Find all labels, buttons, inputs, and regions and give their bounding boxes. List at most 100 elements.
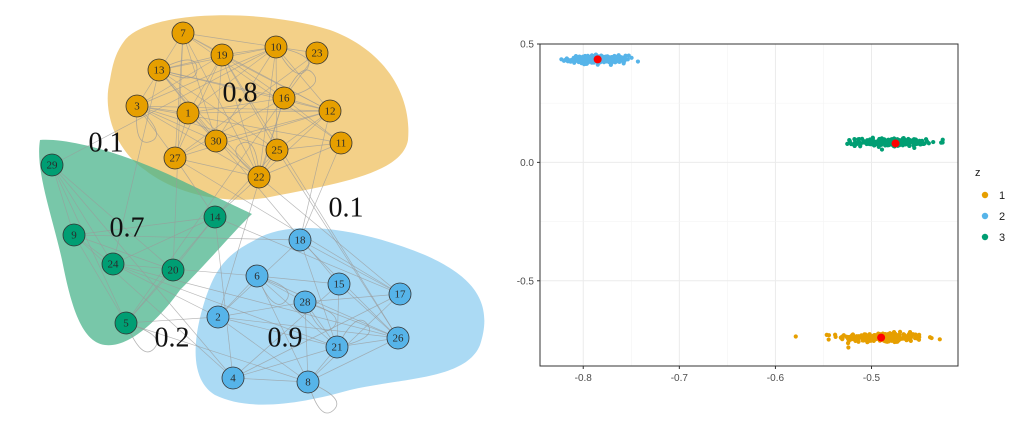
self-loop: [158, 59, 198, 79]
network-edge: [299, 239, 401, 295]
node-label: 29: [47, 160, 59, 172]
network-edge: [187, 97, 285, 114]
node-label: 20: [168, 265, 180, 277]
network-edge: [136, 105, 217, 142]
scatter-point: [926, 141, 931, 146]
node-circle: [125, 94, 149, 118]
network-edge: [217, 301, 306, 318]
network-edge: [299, 110, 331, 241]
y-tick-label: 0.0: [520, 158, 534, 169]
legend-label-1: 1: [999, 190, 1005, 202]
scatter-point: [931, 139, 936, 145]
network-edge: [112, 263, 258, 277]
node-3: 3: [125, 94, 149, 118]
scatter-point: [595, 62, 600, 67]
x-tick-label: -0.8: [575, 373, 593, 384]
node-circle: [161, 258, 185, 282]
scatter-point: [635, 59, 641, 64]
node-circle: [40, 153, 64, 177]
node-circle: [62, 223, 86, 247]
scatter-point: [909, 140, 915, 145]
scatter-point: [916, 337, 922, 342]
network-edge: [136, 105, 278, 151]
scatter-point: [879, 147, 885, 152]
scatter-point: [852, 143, 857, 149]
scatter-panel: -0.8 -0.7 -0.6 -0.5 -0.5 0.0 0.5 z 1 2 3: [517, 40, 1005, 385]
scatter-point: [852, 137, 857, 142]
node-11: 11: [329, 131, 353, 155]
scatter-point: [876, 144, 881, 150]
network-edge: [112, 69, 160, 265]
node-24: 24: [101, 252, 125, 276]
scatter-point: [907, 329, 913, 335]
x-axis: -0.8 -0.7 -0.6 -0.5: [575, 366, 881, 384]
node-label: 2: [215, 312, 221, 324]
scatter-point: [871, 338, 876, 343]
network-edge: [275, 46, 331, 112]
network-edge: [283, 97, 342, 144]
node-circle: [163, 146, 187, 170]
node-circle: [176, 101, 200, 125]
between-label-2-3: 0.2: [155, 323, 190, 354]
node-circle: [114, 311, 138, 335]
network-edge: [258, 110, 331, 178]
scatter-point: [565, 59, 570, 64]
scatter-point: [888, 140, 893, 145]
scatter-point: [873, 333, 878, 338]
self-loop: [256, 275, 289, 305]
node-18: 18: [288, 228, 312, 252]
node-29: 29: [40, 153, 64, 177]
network-edge: [136, 54, 223, 107]
network-edge: [174, 157, 401, 295]
node-label: 23: [312, 48, 324, 60]
network-edge: [307, 293, 401, 383]
scatter-point: [908, 338, 913, 344]
scatter-point: [840, 336, 845, 342]
scatter-point: [867, 139, 873, 144]
network-edge: [73, 216, 216, 236]
network-edge: [73, 234, 174, 271]
node-circle: [210, 43, 234, 67]
plot-border: [539, 43, 959, 367]
scatter-point: [914, 140, 919, 145]
node-label: 22: [254, 172, 265, 184]
node-13: 13: [147, 58, 171, 82]
node-4: 4: [221, 366, 245, 390]
scatter-point: [848, 141, 853, 146]
node-circle: [247, 165, 271, 189]
network-edge: [51, 164, 174, 271]
node-circle: [171, 21, 195, 45]
node-27: 27: [163, 146, 187, 170]
scatter-point: [861, 138, 866, 144]
node-label: 25: [272, 145, 284, 157]
network-edge: [258, 176, 401, 295]
scatter-point: [854, 336, 859, 341]
node-circle: [388, 282, 412, 306]
network-edge: [232, 377, 309, 383]
node-label: 1: [185, 108, 191, 120]
network-edge: [182, 32, 342, 144]
y-axis: -0.5 0.0 0.5: [517, 40, 540, 287]
network-edge: [214, 149, 278, 218]
network-edge: [112, 263, 338, 348]
scatter-point: [891, 329, 897, 335]
node-label: 18: [295, 235, 307, 247]
scatter-point: [923, 137, 929, 142]
between-label-1-2: 0.1: [329, 193, 364, 224]
node-label: 26: [393, 333, 405, 345]
network-edge: [174, 54, 223, 159]
network-edge: [125, 322, 309, 383]
node-23: 23: [305, 41, 329, 65]
scatter-point: [826, 333, 832, 338]
grid-lines: [540, 43, 958, 366]
network-edge: [187, 46, 277, 114]
network-edge: [125, 97, 285, 324]
node-12: 12: [318, 99, 342, 123]
node-22: 22: [247, 165, 271, 189]
legend-swatch-2: [981, 212, 989, 220]
network-edge: [232, 293, 401, 379]
legend-swatch-1: [981, 191, 989, 199]
node-label: 17: [395, 289, 407, 301]
self-loop: [304, 301, 337, 332]
